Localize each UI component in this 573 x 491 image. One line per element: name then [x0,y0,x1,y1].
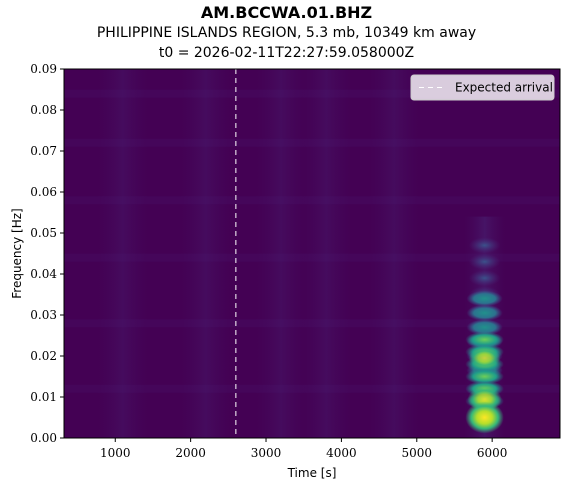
burst-blob [468,270,501,287]
y-axis-label: Frequency [Hz] [10,208,24,299]
burst-blob [465,368,504,385]
y-tick-label: 0.03 [30,308,57,322]
y-tick-label: 0.01 [30,390,57,404]
plot-frame [63,68,561,439]
x-tick-label: 6000 [477,446,508,460]
legend-label-expected-arrival: Expected arrival [455,81,553,95]
y-tick-label: 0.06 [30,185,57,199]
texture-column [97,69,148,438]
y-tick-label: 0.08 [30,103,57,117]
legend-box [410,74,555,101]
burst-blob [465,331,504,348]
texture-column [369,69,420,438]
energy-burst [464,216,505,438]
burst-blob [466,304,503,321]
burst-blob [466,319,503,336]
burst-blob [468,253,501,270]
y-tick-label: 0.04 [30,267,57,281]
burst-blob [466,290,503,307]
x-tick-label: 2000 [175,446,206,460]
chart-title-origin-time: t0 = 2026-02-11T22:27:59.058000Z [158,45,415,61]
x-axis-label: Time [s] [287,466,337,480]
y-tick-label: 0.02 [30,349,57,363]
spectrogram-texture [64,69,560,438]
chart-title-station: AM.BCCWA.01.BHZ [200,3,373,22]
x-tick-label: 5000 [402,446,433,460]
y-tick-label: 0.00 [30,431,57,445]
y-tick-label: 0.07 [30,144,57,158]
x-tick-label: 3000 [251,446,282,460]
chart-title-event: PHILIPPINE ISLANDS REGION, 5.3 mb, 10349… [96,25,477,41]
y-axis: 0.00 0.01 0.02 0.03 0.04 0.05 0.06 0.07 0.08 0.09 [30,62,64,445]
plot-area [63,68,561,439]
burst-peak [465,401,504,434]
x-axis: 1000 2000 3000 4000 5000 6000 [100,438,507,460]
x-tick-label: 1000 [100,446,131,460]
texture-column [256,69,307,438]
texture-column [180,69,231,438]
y-tick-label: 0.09 [30,62,57,76]
x-tick-label: 4000 [326,446,357,460]
burst-secondary-peak [468,348,501,369]
y-tick-label: 0.05 [30,226,57,240]
burst-blob [468,237,501,254]
texture-column [301,69,352,438]
legend: Expected arrival [410,74,555,101]
